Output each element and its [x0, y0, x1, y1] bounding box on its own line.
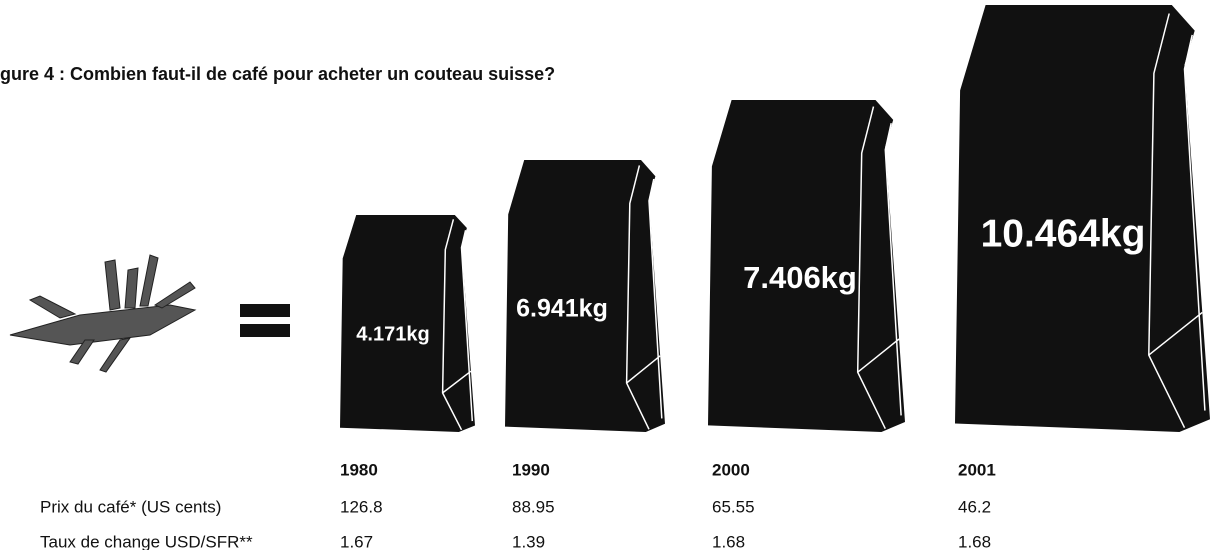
equals-bar — [240, 304, 290, 317]
cell: 46.2 — [958, 497, 991, 516]
cell: 126.8 — [340, 497, 383, 516]
page: {"title": "gure 4 : Combien faut-il de c… — [0, 0, 1220, 550]
year: 2000 — [712, 460, 750, 479]
year: 1990 — [512, 460, 550, 479]
row-label: Taux de change USD/SFR** — [40, 532, 253, 550]
year: 2001 — [958, 460, 996, 479]
cell: 88.95 — [512, 497, 555, 516]
cell: 1.39 — [512, 532, 545, 550]
equals-bar — [240, 324, 290, 337]
cell: 1.67 — [340, 532, 373, 550]
cell: 65.55 — [712, 497, 755, 516]
knife-icon — [10, 255, 195, 372]
bag-label: 7.406kg — [743, 260, 857, 295]
title: gure 4 : Combien faut-il de café pour ac… — [0, 64, 555, 84]
year: 1980 — [340, 460, 378, 479]
row-label: Prix du café* (US cents) — [40, 497, 221, 516]
cell: 1.68 — [712, 532, 745, 550]
bag-label: 10.464kg — [981, 212, 1146, 255]
bag-label: 4.171kg — [356, 323, 429, 345]
bag-label: 6.941kg — [516, 295, 608, 323]
cell: 1.68 — [958, 532, 991, 550]
infographic: gure 4 : Combien faut-il de café pour ac… — [0, 0, 1220, 550]
